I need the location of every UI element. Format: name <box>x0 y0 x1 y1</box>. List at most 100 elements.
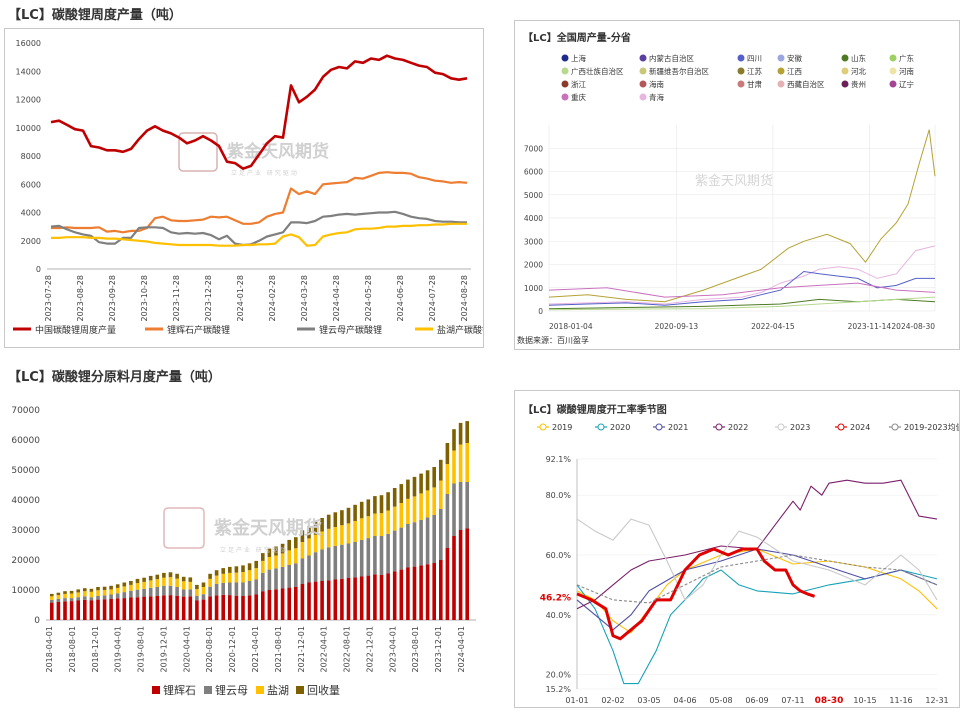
weekly-xtick: 2023-12-28 <box>204 275 213 322</box>
operating-xtick: 10-15 <box>853 696 876 705</box>
monthly-bar-segment <box>261 591 265 620</box>
monthly-bar-segment <box>333 545 338 580</box>
weekly-xtick: 2024-05-28 <box>364 275 373 322</box>
monthly-bar-segment <box>89 591 94 598</box>
monthly-bar-segment <box>247 581 252 596</box>
monthly-chart-frame: 0 10000 20000 30000 40000 50000 60000 70000 2018… <box>0 390 484 708</box>
province-legend-dot <box>777 80 785 88</box>
monthly-legend-swatch <box>152 686 160 694</box>
weekly-series-line <box>50 210 467 247</box>
monthly-bar-segment <box>465 482 469 529</box>
monthly-bar-segment <box>313 521 318 535</box>
monthly-legend-swatch <box>256 686 264 694</box>
monthly-legend-label: 盐湖 <box>267 684 289 697</box>
monthly-bar-segment <box>439 459 443 481</box>
operating-xtick: 05-08 <box>709 696 732 705</box>
monthly-bar-segment <box>300 530 305 542</box>
province-series-line <box>548 296 936 311</box>
monthly-bar-segment <box>379 575 384 620</box>
monthly-bar-segment <box>102 590 107 596</box>
monthly-bar-segment <box>412 522 417 567</box>
monthly-bar-segment <box>221 573 225 583</box>
monthly-bar-segment <box>320 549 324 581</box>
monthly-bar-segment <box>115 598 120 620</box>
monthly-bar-segment <box>148 587 153 597</box>
province-legend-dot <box>841 80 849 88</box>
monthly-xtick: 2020-04-01 <box>182 626 191 673</box>
monthly-xtick: 2023-12-01 <box>434 626 443 673</box>
monthly-bar-segment <box>76 589 80 593</box>
monthly-bar-segment <box>129 581 133 585</box>
weekly-legend-label: 盐湖产碳酸锂 <box>437 324 483 336</box>
monthly-bar-segment <box>307 555 311 583</box>
monthly-legend-swatch <box>296 686 304 694</box>
monthly-bar-segment <box>353 542 357 578</box>
monthly-bar-segment <box>201 599 206 620</box>
monthly-bar-segment <box>96 599 100 620</box>
monthly-bar-segment <box>254 568 258 580</box>
monthly-bar-segment <box>208 578 212 587</box>
monthly-bar-segment <box>333 527 338 546</box>
monthly-bar-segment <box>155 596 160 620</box>
province-legend-label: 广东 <box>899 53 914 63</box>
monthly-bar-segment <box>261 560 265 573</box>
monthly-bar-segment <box>386 492 390 511</box>
monthly-bar-segment <box>373 574 377 620</box>
province-xtick: 2023-11-14 <box>848 322 892 331</box>
monthly-bar-segment <box>333 512 338 527</box>
province-ytick: 3000 <box>524 237 543 246</box>
province-series-line <box>548 129 936 303</box>
monthly-bar-segment <box>326 580 331 620</box>
monthly-bar-segment <box>300 542 305 559</box>
monthly-bar-segment <box>425 470 430 491</box>
monthly-bar-segment <box>50 602 54 620</box>
weekly-xtick: 2023-09-28 <box>108 275 117 322</box>
weekly-series-line <box>51 222 467 247</box>
monthly-bar-segment <box>326 514 331 529</box>
monthly-bar-segment <box>386 573 390 620</box>
operating-ytick: 92.1% <box>546 455 572 464</box>
operating-series-line <box>576 518 938 601</box>
monthly-bar-segment <box>109 589 113 595</box>
weekly-ytick: 12000 <box>16 96 41 105</box>
monthly-bar-segment <box>214 584 219 596</box>
monthly-bar-segment <box>188 589 193 597</box>
monthly-bar-segment <box>122 582 127 587</box>
operating-series-line <box>576 548 938 631</box>
monthly-bar-segment <box>188 577 193 582</box>
province-series-line <box>548 245 936 305</box>
monthly-bar-segment <box>439 560 443 620</box>
monthly-bar-segment <box>274 589 278 620</box>
province-legend-label: 新疆维吾尔自治区 <box>649 66 709 76</box>
watermark-text: 紫金天风期货 <box>214 517 322 539</box>
monthly-bar-segment <box>234 566 239 573</box>
province-xtick: 2024-08-30 <box>891 322 935 331</box>
monthly-xtick: 2019-04-01 <box>114 626 123 673</box>
province-xtick: 2022-04-15 <box>751 322 795 331</box>
operating-current-label: 46.2% <box>540 593 571 603</box>
weekly-ytick: 6000 <box>21 180 41 189</box>
monthly-bar-segment <box>195 589 199 596</box>
monthly-bar-segment <box>50 593 54 597</box>
operating-legend-label: 2019 <box>552 423 572 432</box>
monthly-bar-segment <box>162 577 166 586</box>
monthly-bar-segment <box>386 510 390 534</box>
monthly-bar-segment <box>294 587 298 620</box>
province-legend-label: 上海 <box>571 53 586 63</box>
monthly-bar-segment <box>412 566 417 620</box>
monthly-bar-segment <box>346 523 351 544</box>
province-legend-dot <box>561 67 569 75</box>
weekly-xtick: 2024-02-28 <box>268 275 277 322</box>
monthly-bar-segment <box>175 587 179 596</box>
province-legend-dot <box>889 54 897 62</box>
operating-legend-marker <box>655 423 663 431</box>
monthly-bar-segment <box>122 598 127 620</box>
monthly-bar-segment <box>76 597 80 601</box>
monthly-bar-segment <box>379 513 384 536</box>
monthly-bar-segment <box>63 591 67 594</box>
monthly-bar-segment <box>142 581 146 589</box>
operating-legend-marker <box>597 423 605 431</box>
operating-xtick: 06-09 <box>745 696 768 705</box>
monthly-bar-segment <box>274 555 278 569</box>
province-ytick: 2000 <box>524 261 543 270</box>
